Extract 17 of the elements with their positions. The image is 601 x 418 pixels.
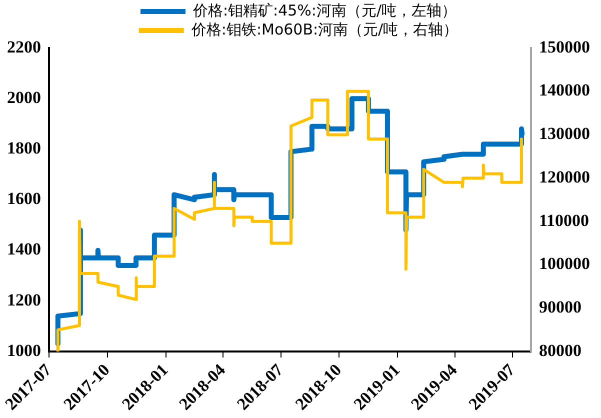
y2-tick-label: 110000 bbox=[539, 210, 590, 230]
y2-tick-label: 80000 bbox=[539, 340, 582, 360]
y2-tick-label: 100000 bbox=[539, 254, 590, 274]
y-tick-label: 1000 bbox=[7, 340, 41, 360]
y2-tick-label: 130000 bbox=[539, 124, 590, 144]
y-tick-label: 1600 bbox=[7, 189, 41, 208]
y2-tick-label: 150000 bbox=[539, 37, 590, 56]
legend-label: 价格:钼精矿:45%:河南（元/吨，左轴） bbox=[192, 1, 457, 20]
y2-tick-label: 120000 bbox=[539, 167, 590, 186]
y2-tick-label: 140000 bbox=[539, 80, 590, 100]
legend-label: 价格:钼铁:Mo60B:河南（元/吨，右轴） bbox=[190, 20, 458, 38]
y-tick-label: 2000 bbox=[7, 88, 41, 107]
y-tick-label: 1400 bbox=[7, 240, 41, 259]
y-tick-label: 1200 bbox=[7, 290, 41, 310]
y-tick-label: 2200 bbox=[7, 37, 41, 56]
y-tick-label: 1800 bbox=[7, 138, 41, 158]
y2-tick-label: 90000 bbox=[539, 298, 582, 317]
